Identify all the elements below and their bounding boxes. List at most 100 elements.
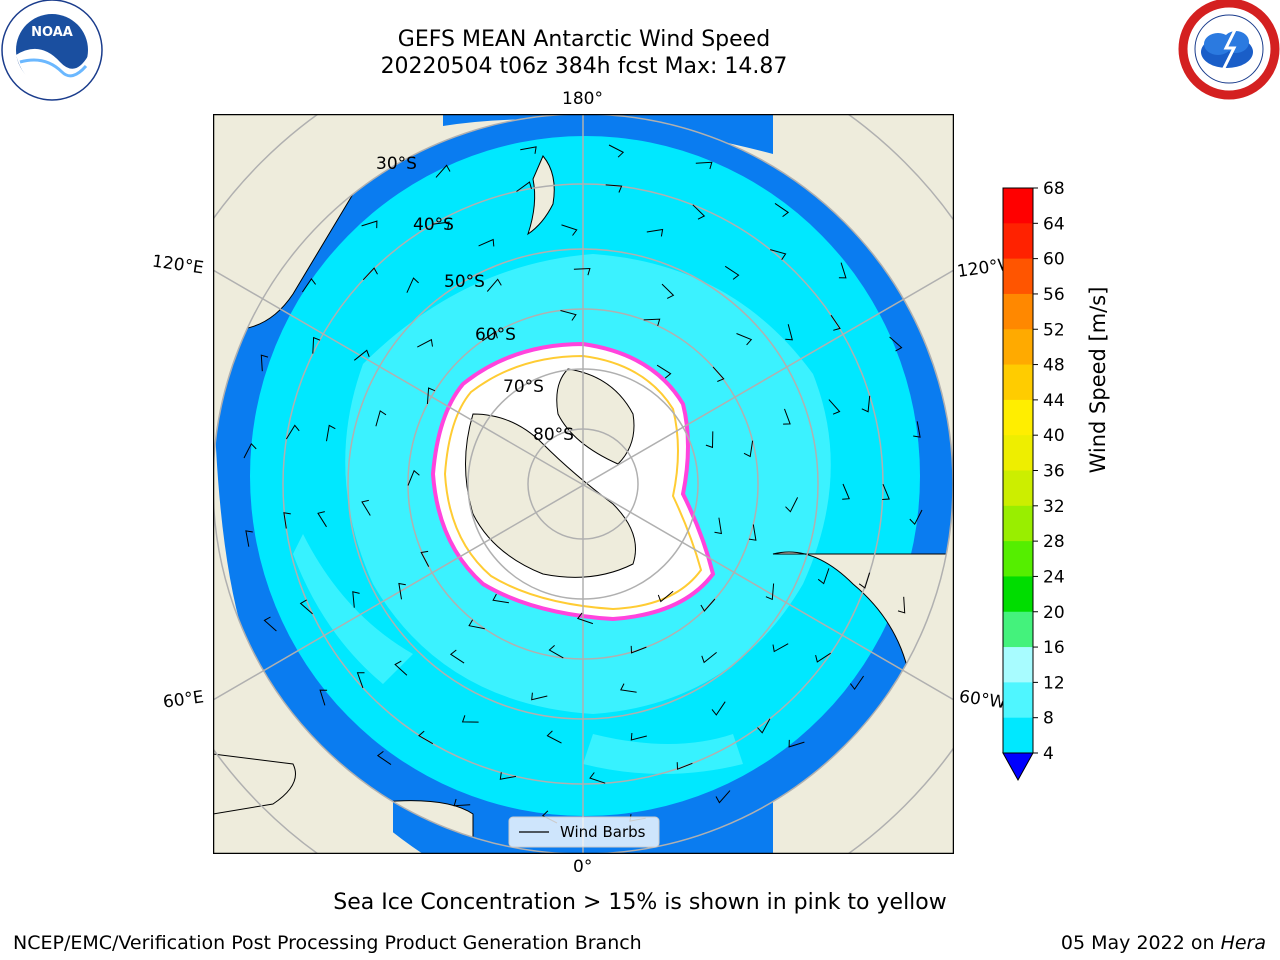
wind-barb	[882, 484, 890, 500]
wind-barb	[433, 221, 450, 230]
wind-barb	[301, 277, 316, 293]
wind-barb	[486, 278, 502, 292]
date-text: 05 May 2022 on	[1060, 932, 1215, 954]
colorbar-tick-label: 60	[1043, 250, 1065, 270]
colorbar-tick-label: 36	[1043, 462, 1065, 482]
wind-barb	[573, 267, 591, 276]
wind-barb	[842, 483, 850, 500]
colorbar-band	[1003, 188, 1033, 224]
nws-logo	[1178, 0, 1280, 100]
wind-barb	[352, 591, 360, 608]
colorbar-band	[1003, 576, 1033, 613]
wind-barb	[748, 524, 757, 541]
forecast-subtitle: 20220504 t06z 384h fcst Max: 14.87	[380, 54, 788, 79]
wind-barb	[724, 265, 740, 280]
colorbar-band	[1003, 682, 1033, 719]
wind-barb	[356, 672, 365, 689]
antarctica-west-land	[465, 413, 636, 578]
wind-barb	[417, 338, 433, 348]
wind-barb	[897, 596, 906, 614]
sea-ice-note: Sea Ice Concentration > 15% is shown in …	[333, 890, 947, 915]
wind-barb	[785, 497, 799, 513]
colorbar-tick-label: 48	[1043, 356, 1065, 376]
wind-barb	[861, 395, 871, 413]
lon-label-60e: 60°E	[161, 687, 206, 713]
lat-label-30s: 30°S	[376, 154, 417, 174]
wind-barb	[561, 224, 578, 236]
colorbar-band	[1003, 647, 1033, 683]
wind-barb	[817, 568, 830, 585]
wind-barb	[630, 732, 647, 741]
colorbar-tick-label: 28	[1043, 532, 1065, 552]
wind-barb	[520, 146, 537, 154]
wind-barb	[676, 762, 693, 770]
wind-barb	[492, 593, 509, 604]
wind-barb	[406, 277, 419, 293]
colorbar-tick-label: 20	[1043, 603, 1065, 623]
colorbar-extend-arrow	[1002, 752, 1034, 782]
wind-barb	[889, 336, 903, 352]
wind-barb	[407, 469, 420, 486]
colorbar-band	[1003, 505, 1033, 542]
wind-barb	[620, 683, 637, 693]
wind-barb	[418, 730, 434, 745]
date-line: 05 May 2022 on Hera	[1061, 932, 1266, 954]
wind-barb	[772, 643, 789, 653]
wind-barb	[705, 431, 714, 449]
wind-barb	[608, 144, 625, 158]
wind-barb	[714, 517, 723, 535]
wind-barb	[546, 730, 562, 744]
wind-barb	[692, 204, 706, 220]
colorbar-band	[1003, 470, 1033, 507]
wind-barb	[482, 330, 498, 342]
legend-label: Wind Barbs	[560, 823, 646, 841]
wind-barb	[435, 164, 451, 178]
wind-barb	[630, 645, 647, 654]
wind-barb	[643, 318, 661, 327]
wind-barb	[838, 262, 847, 279]
lat-label-60s: 60°S	[475, 325, 516, 345]
wind-barb	[605, 184, 623, 193]
wind-barb	[461, 715, 479, 723]
wind-barb	[285, 424, 300, 440]
wind-barb	[560, 310, 577, 321]
wind-barb	[657, 590, 674, 603]
wind-barb	[312, 336, 321, 354]
wind-barb	[362, 267, 378, 281]
wind-barb	[361, 220, 378, 229]
wind-barb	[774, 202, 790, 217]
polar-map: 30°S 40°S 50°S 60°S 70°S 80°S Wind Barbs	[213, 114, 954, 854]
wind-barb	[319, 689, 328, 706]
wind-barb	[548, 645, 564, 659]
wind-barb	[589, 772, 606, 784]
wind-barb	[478, 238, 495, 247]
wind-barb	[299, 599, 313, 615]
map-title: GEFS MEAN Antarctic Wind Speed	[397, 27, 771, 52]
wind-barb	[499, 772, 517, 780]
wind-barb	[468, 619, 485, 630]
lat-label-70s: 70°S	[503, 377, 544, 397]
wind-barb	[783, 408, 791, 425]
wind-barb	[394, 660, 408, 676]
colorbar-tick-label: 52	[1043, 320, 1065, 340]
wind-barb	[785, 324, 793, 341]
wind-barb	[788, 739, 805, 748]
wind-barb	[398, 582, 406, 600]
wind-barb	[830, 314, 841, 331]
wind-barb	[263, 616, 277, 632]
wind-barb	[701, 652, 717, 664]
lon-label-120e: 120°E	[150, 251, 205, 279]
wind-barb	[700, 598, 716, 612]
wind-barb	[661, 283, 675, 299]
wind-barb	[283, 512, 291, 529]
wind-barb	[815, 652, 831, 663]
colorbar-band	[1003, 541, 1033, 577]
wind-barb	[770, 249, 787, 260]
colorbar-tick-label: 44	[1043, 391, 1065, 411]
wind-barb	[711, 701, 726, 716]
colorbar-band	[1003, 399, 1033, 436]
wind-barb	[420, 550, 430, 567]
colorbar-tick-label: 16	[1043, 638, 1065, 658]
wind-barb	[765, 583, 775, 601]
